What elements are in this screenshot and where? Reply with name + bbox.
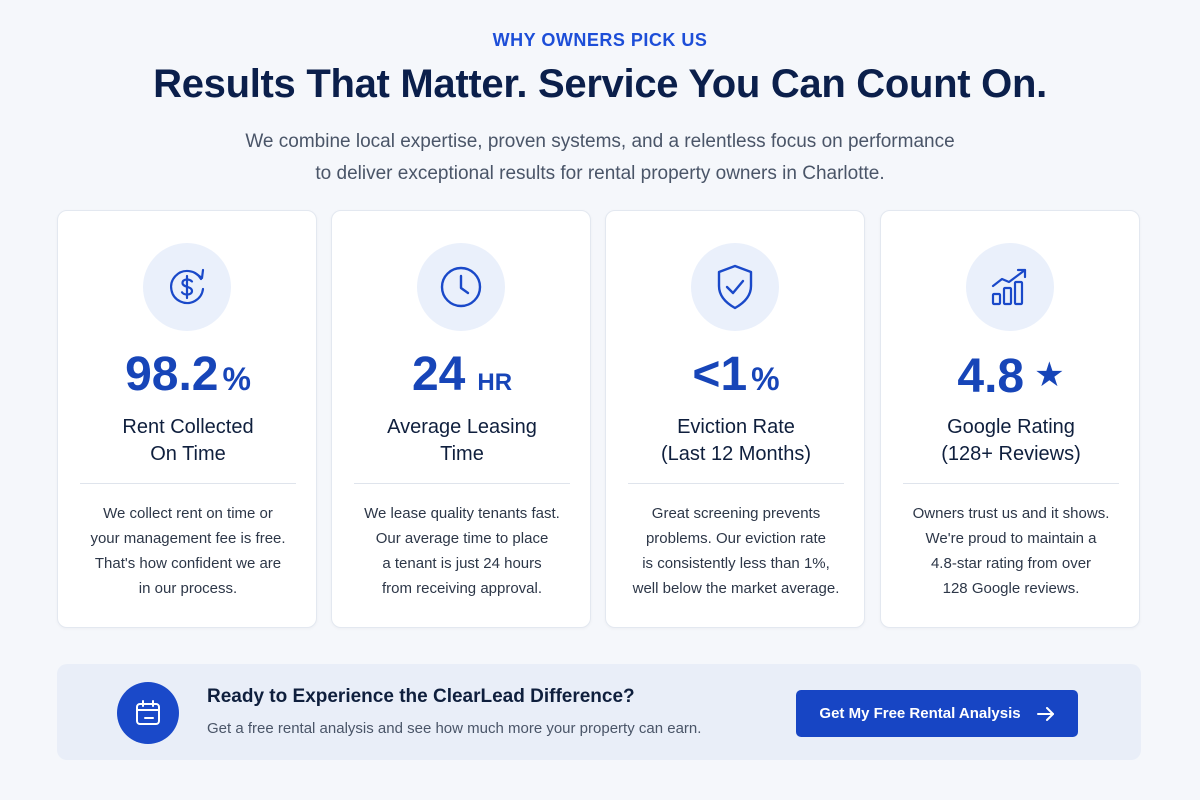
- stat-value: 4.8 ★: [881, 345, 1141, 407]
- description-line: Owners trust us and it shows.: [912, 505, 1110, 522]
- stat-card-eviction-rate: <1% Eviction Rate (Last 12 Months) Great…: [605, 210, 865, 628]
- stat-description: Great screening prevents problems. Our e…: [616, 501, 856, 601]
- description-line: from receiving approval.: [381, 580, 543, 597]
- description-line: your management fee is free.: [90, 530, 286, 547]
- stat-description: Owners trust us and it shows. We're prou…: [891, 501, 1131, 601]
- description-line: Our average time to place: [375, 530, 549, 547]
- description-line: That's how confident we are: [94, 555, 282, 572]
- stat-unit: %: [222, 361, 251, 397]
- stat-number: 4.8: [957, 350, 1025, 403]
- stats-cards: 98.2% Rent Collected On Time We collect …: [57, 210, 1141, 628]
- cta-banner: Ready to Experience the ClearLead Differ…: [57, 664, 1141, 760]
- clock-icon: [417, 243, 505, 331]
- stat-label-line: Average Leasing: [387, 416, 537, 438]
- calendar-icon: [117, 682, 179, 744]
- description-line: in our process.: [138, 580, 238, 597]
- stat-card-google-rating: 4.8 ★ Google Rating (128+ Reviews) Owners…: [880, 210, 1140, 628]
- stat-unit: %: [751, 361, 780, 397]
- description-line: problems. Our eviction rate: [645, 530, 827, 547]
- stat-label: Average Leasing Time: [332, 414, 592, 468]
- stat-label-line: Eviction Rate: [677, 416, 795, 438]
- stat-label-line: On Time: [150, 443, 226, 465]
- section-subtitle: We combine local expertise, proven syste…: [0, 126, 1200, 190]
- description-line: is consistently less than 1%,: [642, 555, 830, 572]
- get-free-rental-analysis-button[interactable]: Get My Free Rental Analysis: [796, 690, 1078, 737]
- description-line: well below the market average.: [632, 580, 840, 597]
- star-icon: ★: [1034, 356, 1065, 394]
- card-divider: [903, 483, 1119, 484]
- stat-label: Eviction Rate (Last 12 Months): [606, 414, 866, 468]
- stat-label-line: Time: [440, 443, 484, 465]
- description-line: We collect rent on time or: [103, 505, 273, 522]
- growth-chart-icon: [966, 243, 1054, 331]
- stat-description: We lease quality tenants fast. Our avera…: [342, 501, 582, 601]
- subtitle-line: to deliver exceptional results for renta…: [315, 163, 885, 184]
- stat-number: 24: [411, 348, 466, 401]
- cta-button-label: Get My Free Rental Analysis: [819, 705, 1021, 722]
- stat-label-line: (128+ Reviews): [941, 443, 1081, 465]
- stat-label-line: (Last 12 Months): [660, 443, 812, 465]
- stat-label-line: Google Rating: [947, 416, 1075, 438]
- stat-label-line: Rent Collected: [122, 416, 254, 438]
- card-divider: [354, 483, 570, 484]
- card-divider: [628, 483, 844, 484]
- stat-card-rent-collected: 98.2% Rent Collected On Time We collect …: [57, 210, 317, 628]
- stat-number: <1: [692, 348, 748, 401]
- stat-description: We collect rent on time or your manageme…: [68, 501, 308, 601]
- section-headline: Results That Matter. Service You Can Cou…: [153, 62, 1047, 106]
- stat-value: 98.2%: [58, 345, 318, 409]
- cta-subtitle: Get a free rental analysis and see how m…: [207, 720, 702, 737]
- stat-label: Google Rating (128+ Reviews): [881, 414, 1141, 468]
- description-line: 128 Google reviews.: [942, 580, 1080, 597]
- section-eyebrow: WHY OWNERS PICK US: [492, 30, 708, 50]
- card-divider: [80, 483, 296, 484]
- stat-number: 98.2: [125, 348, 219, 401]
- stat-card-leasing-time: 24 HR Average Leasing Time We lease quali…: [331, 210, 591, 628]
- stat-value: 24 HR: [332, 345, 592, 413]
- description-line: We lease quality tenants fast.: [364, 505, 560, 522]
- dollar-refresh-icon: [143, 243, 231, 331]
- description-line: a tenant is just 24 hours: [382, 555, 542, 572]
- description-line: 4.8-star rating from over: [930, 555, 1092, 572]
- description-line: Great screening prevents: [651, 505, 821, 522]
- stat-label: Rent Collected On Time: [58, 414, 318, 468]
- cta-title: Ready to Experience the ClearLead Differ…: [207, 686, 635, 707]
- subtitle-line: We combine local expertise, proven syste…: [245, 131, 955, 152]
- description-line: We're proud to maintain a: [925, 530, 1097, 547]
- arrow-right-icon: [1036, 706, 1055, 721]
- stat-value: <1%: [606, 345, 866, 409]
- stat-unit: HR: [477, 369, 513, 396]
- shield-check-icon: [691, 243, 779, 331]
